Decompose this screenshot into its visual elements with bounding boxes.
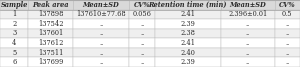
Bar — [28, 57, 73, 67]
Bar — [155, 48, 221, 57]
Bar — [0, 19, 28, 29]
Bar — [0, 0, 28, 10]
Bar — [221, 10, 275, 19]
Bar — [275, 29, 300, 38]
Bar — [73, 29, 130, 38]
Bar — [130, 10, 155, 19]
Text: Retention time (min): Retention time (min) — [148, 1, 227, 9]
Bar — [221, 29, 275, 38]
Text: 5: 5 — [12, 49, 16, 57]
Text: ..: .. — [246, 20, 250, 28]
Text: 6: 6 — [12, 58, 16, 66]
Text: 2.396±0.01: 2.396±0.01 — [228, 10, 268, 18]
Text: ..: .. — [99, 58, 103, 66]
Bar — [130, 19, 155, 29]
Bar — [73, 10, 130, 19]
Bar — [0, 48, 28, 57]
Text: 137542: 137542 — [38, 20, 63, 28]
Bar — [221, 57, 275, 67]
Bar — [221, 38, 275, 48]
Text: Mean±SD: Mean±SD — [83, 1, 119, 9]
Bar — [221, 48, 275, 57]
Bar — [221, 19, 275, 29]
Text: ..: .. — [99, 20, 103, 28]
Bar — [155, 29, 221, 38]
Text: 137511: 137511 — [38, 49, 63, 57]
Text: 137612: 137612 — [38, 39, 63, 47]
Text: ..: .. — [99, 39, 103, 47]
Bar — [73, 0, 130, 10]
Text: Mean±SD: Mean±SD — [230, 1, 266, 9]
Bar — [275, 57, 300, 67]
Bar — [130, 38, 155, 48]
Text: ..: .. — [285, 49, 290, 57]
Bar — [0, 38, 28, 48]
Bar — [221, 0, 275, 10]
Bar — [0, 29, 28, 38]
Bar — [275, 10, 300, 19]
Text: 0.5: 0.5 — [282, 10, 292, 18]
Bar — [73, 19, 130, 29]
Text: ..: .. — [140, 49, 144, 57]
Text: CV%: CV% — [134, 1, 150, 9]
Bar — [130, 48, 155, 57]
Text: ..: .. — [140, 39, 144, 47]
Text: ..: .. — [99, 29, 103, 38]
Text: 2.38: 2.38 — [181, 29, 195, 38]
Bar — [155, 38, 221, 48]
Text: ..: .. — [246, 29, 250, 38]
Bar — [155, 57, 221, 67]
Text: ..: .. — [285, 58, 290, 66]
Text: Peak area: Peak area — [32, 1, 69, 9]
Bar — [73, 48, 130, 57]
Text: 137699: 137699 — [38, 58, 63, 66]
Text: 2.40: 2.40 — [181, 49, 195, 57]
Text: ..: .. — [140, 29, 144, 38]
Text: 2.39: 2.39 — [181, 20, 195, 28]
Bar — [275, 0, 300, 10]
Text: 137601: 137601 — [38, 29, 63, 38]
Bar — [0, 10, 28, 19]
Text: ..: .. — [246, 58, 250, 66]
Text: 2: 2 — [12, 20, 16, 28]
Bar — [275, 19, 300, 29]
Bar — [73, 38, 130, 48]
Text: 2.39: 2.39 — [181, 58, 195, 66]
Text: CV%: CV% — [279, 1, 296, 9]
Text: 137610±77.68: 137610±77.68 — [76, 10, 126, 18]
Text: ..: .. — [285, 20, 290, 28]
Bar — [28, 48, 73, 57]
Text: ..: .. — [246, 39, 250, 47]
Bar — [28, 0, 73, 10]
Bar — [0, 57, 28, 67]
Bar — [28, 19, 73, 29]
Bar — [130, 0, 155, 10]
Bar — [275, 48, 300, 57]
Bar — [130, 57, 155, 67]
Text: 4: 4 — [12, 39, 16, 47]
Bar — [73, 57, 130, 67]
Bar — [155, 10, 221, 19]
Bar — [28, 38, 73, 48]
Text: ..: .. — [285, 29, 290, 38]
Text: 3: 3 — [12, 29, 16, 38]
Bar — [275, 38, 300, 48]
Text: 1: 1 — [12, 10, 16, 18]
Bar — [28, 10, 73, 19]
Bar — [28, 29, 73, 38]
Text: 137898: 137898 — [38, 10, 63, 18]
Text: ..: .. — [285, 39, 290, 47]
Text: ..: .. — [246, 49, 250, 57]
Bar — [155, 0, 221, 10]
Text: Sample: Sample — [1, 1, 28, 9]
Text: 2.41: 2.41 — [180, 10, 195, 18]
Text: 0.056: 0.056 — [133, 10, 152, 18]
Text: ..: .. — [140, 20, 144, 28]
Text: 2.41: 2.41 — [180, 39, 195, 47]
Text: ..: .. — [140, 58, 144, 66]
Bar — [155, 19, 221, 29]
Bar — [130, 29, 155, 38]
Text: ..: .. — [99, 49, 103, 57]
